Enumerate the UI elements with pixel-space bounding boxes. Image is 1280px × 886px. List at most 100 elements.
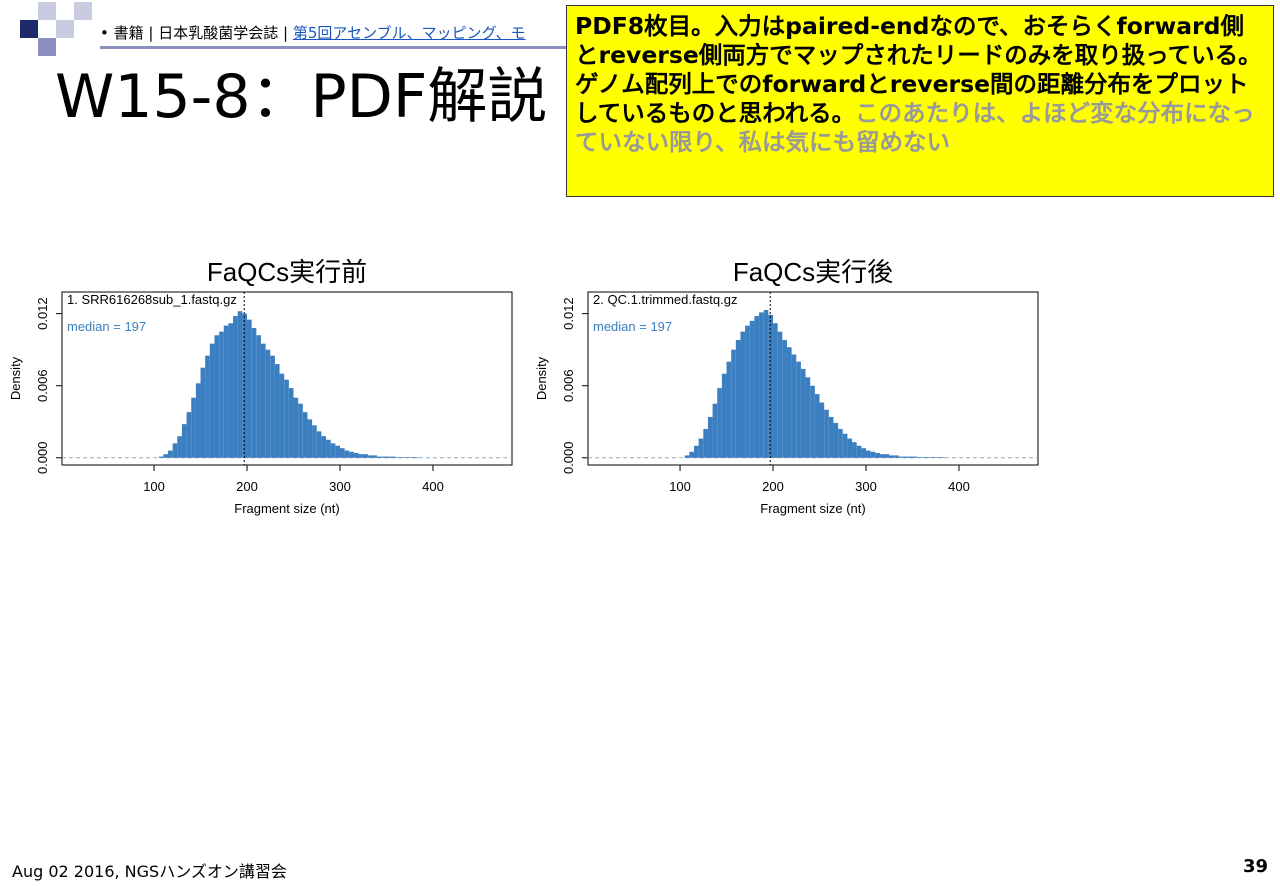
bar: [209, 343, 215, 458]
bar: [219, 331, 224, 458]
bar: [377, 456, 382, 458]
bar: [316, 431, 322, 458]
bar: [312, 425, 317, 458]
breadcrumb-link[interactable]: 第5回アセンブル、マッピング、モ: [292, 24, 526, 42]
bar: [852, 442, 857, 458]
bar: [735, 340, 741, 458]
bar: [768, 314, 774, 458]
bar: [698, 438, 704, 458]
bar: [703, 428, 708, 458]
note-text: PDF8枚目。入力はpaired-endなので、おそらくforward側とrev…: [575, 12, 1262, 127]
bar: [828, 416, 834, 458]
bar: [298, 403, 303, 458]
bar: [800, 368, 806, 458]
bar: [833, 422, 839, 458]
bar: [684, 455, 690, 458]
chart-title: FaQCs実行後: [733, 257, 893, 287]
bar: [907, 456, 913, 458]
x-tick-label: 400: [422, 479, 444, 494]
plot-frame: [61, 291, 513, 466]
bar: [237, 311, 243, 458]
bar: [782, 340, 787, 458]
bar: [773, 323, 778, 458]
bar: [879, 454, 885, 458]
bar: [861, 448, 866, 458]
bar: [898, 456, 904, 458]
bar: [824, 409, 829, 458]
bar: [763, 310, 769, 458]
bar: [223, 325, 229, 458]
note-muted: このあたりは、よほど変な分布になっていない限り、私は気にも留めない: [575, 99, 1255, 156]
bar: [205, 355, 210, 458]
bar: [749, 320, 755, 458]
bar: [284, 379, 289, 458]
bar: [358, 454, 364, 458]
median-label: median = 197: [593, 319, 672, 334]
bar: [293, 397, 299, 458]
bar: [884, 454, 890, 458]
y-axis-label: Density: [8, 356, 23, 400]
bar: [353, 452, 359, 458]
bar: [302, 412, 308, 458]
bar: [279, 373, 285, 458]
bar: [912, 456, 918, 458]
bar: [195, 383, 201, 458]
bar: [191, 397, 196, 458]
bar: [274, 364, 280, 458]
x-tick-label: 200: [236, 479, 258, 494]
bar: [163, 454, 168, 458]
bar: [689, 451, 694, 458]
bar: [805, 377, 811, 458]
bar: [931, 457, 936, 458]
bar: [158, 456, 164, 458]
bar: [326, 439, 331, 458]
bar: [181, 424, 187, 458]
bar: [921, 457, 927, 458]
median-label: median = 197: [67, 319, 146, 334]
x-tick-label: 100: [669, 479, 691, 494]
bar: [200, 367, 206, 458]
x-tick-label: 300: [855, 479, 877, 494]
x-axis-label: Fragment size (nt): [234, 501, 339, 516]
bar: [777, 331, 783, 458]
footer: Aug 02 2016, NGSハンズオン講習会: [12, 862, 287, 881]
chart-subtitle: 2. QC.1.trimmed.fastq.gz: [593, 292, 738, 307]
bar: [838, 428, 843, 458]
bar: [903, 456, 908, 458]
bar: [847, 438, 853, 458]
bar: [740, 331, 746, 458]
bar: [759, 312, 764, 458]
bar: [256, 335, 261, 458]
y-axis-label: Density: [534, 356, 549, 400]
x-tick-label: 400: [948, 479, 970, 494]
bar: [926, 457, 932, 458]
bar: [395, 457, 401, 458]
bar: [707, 416, 713, 458]
bar: [214, 335, 220, 458]
bar: [889, 455, 894, 458]
bar: [796, 361, 801, 458]
bar: [893, 455, 899, 458]
note-box: PDF8枚目。入力はpaired-endなので、おそらくforward側とrev…: [566, 5, 1274, 197]
bar: [814, 394, 820, 458]
bar: [372, 455, 378, 458]
bar: [177, 436, 182, 458]
slide-title: W15-8：PDF解説: [55, 62, 548, 132]
bar: [754, 316, 760, 458]
bar: [717, 388, 722, 458]
chart-subtitle: 1. SRR616268sub_1.fastq.gz: [67, 292, 237, 307]
page-number: 39: [1242, 856, 1268, 877]
bar: [270, 355, 275, 458]
bar: [842, 433, 848, 458]
bar: [917, 457, 922, 458]
bar: [321, 436, 327, 458]
bar: [726, 361, 732, 458]
bar: [810, 385, 815, 458]
y-tick-label: 0.012: [35, 297, 50, 330]
bar: [400, 457, 406, 458]
chart-title: FaQCs実行前: [207, 257, 367, 287]
plot-frame: [587, 291, 1039, 466]
bar: [875, 452, 880, 458]
